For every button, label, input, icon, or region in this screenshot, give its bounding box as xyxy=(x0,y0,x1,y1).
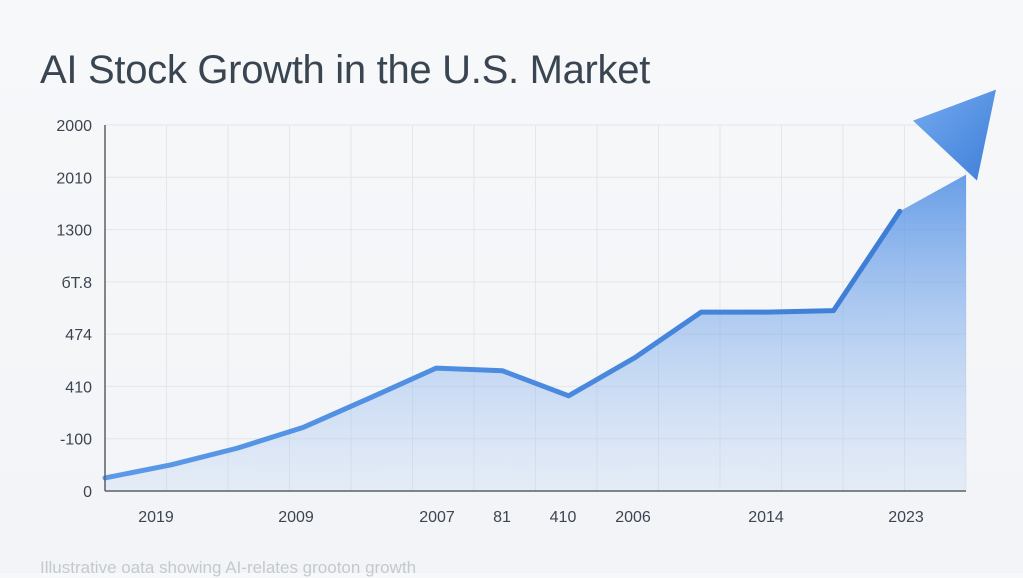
y-tick-label: 2010 xyxy=(56,170,92,187)
area-layer xyxy=(102,89,996,491)
x-tick-label: 410 xyxy=(550,509,577,526)
series-line xyxy=(102,208,903,481)
area-fill xyxy=(105,174,966,491)
chart-title: AI Stock Growth in the U.S. Market xyxy=(40,48,651,92)
x-tick-label: 2009 xyxy=(278,509,314,526)
y-tick-label: 2000 xyxy=(56,118,92,135)
y-tick-label: 1300 xyxy=(56,223,92,240)
x-tick-label: 81 xyxy=(493,509,511,526)
x-tick-label: 2014 xyxy=(748,509,784,526)
x-tick-label: 2019 xyxy=(138,509,174,526)
y-tick-label: 410 xyxy=(65,379,92,396)
y-axis-ticks: 2000 2010 1300 бT.8 474 410 -100 0 xyxy=(56,118,92,501)
chart-caption: Illustrative oata showing AI-relates gro… xyxy=(40,558,417,577)
y-tick-label: 0 xyxy=(83,484,92,501)
x-tick-label: 2007 xyxy=(419,509,455,526)
trend-arrow-icon xyxy=(913,89,996,181)
axes xyxy=(104,125,966,492)
x-tick-label: 2006 xyxy=(615,509,651,526)
y-tick-label: -100 xyxy=(60,432,92,449)
x-tick-label: 2023 xyxy=(888,509,924,526)
y-tick-label: бT.8 xyxy=(61,275,92,292)
x-axis-ticks: 2019 2009 2007 81 410 2006 2014 2023 xyxy=(138,509,924,526)
y-tick-label: 474 xyxy=(65,327,92,344)
